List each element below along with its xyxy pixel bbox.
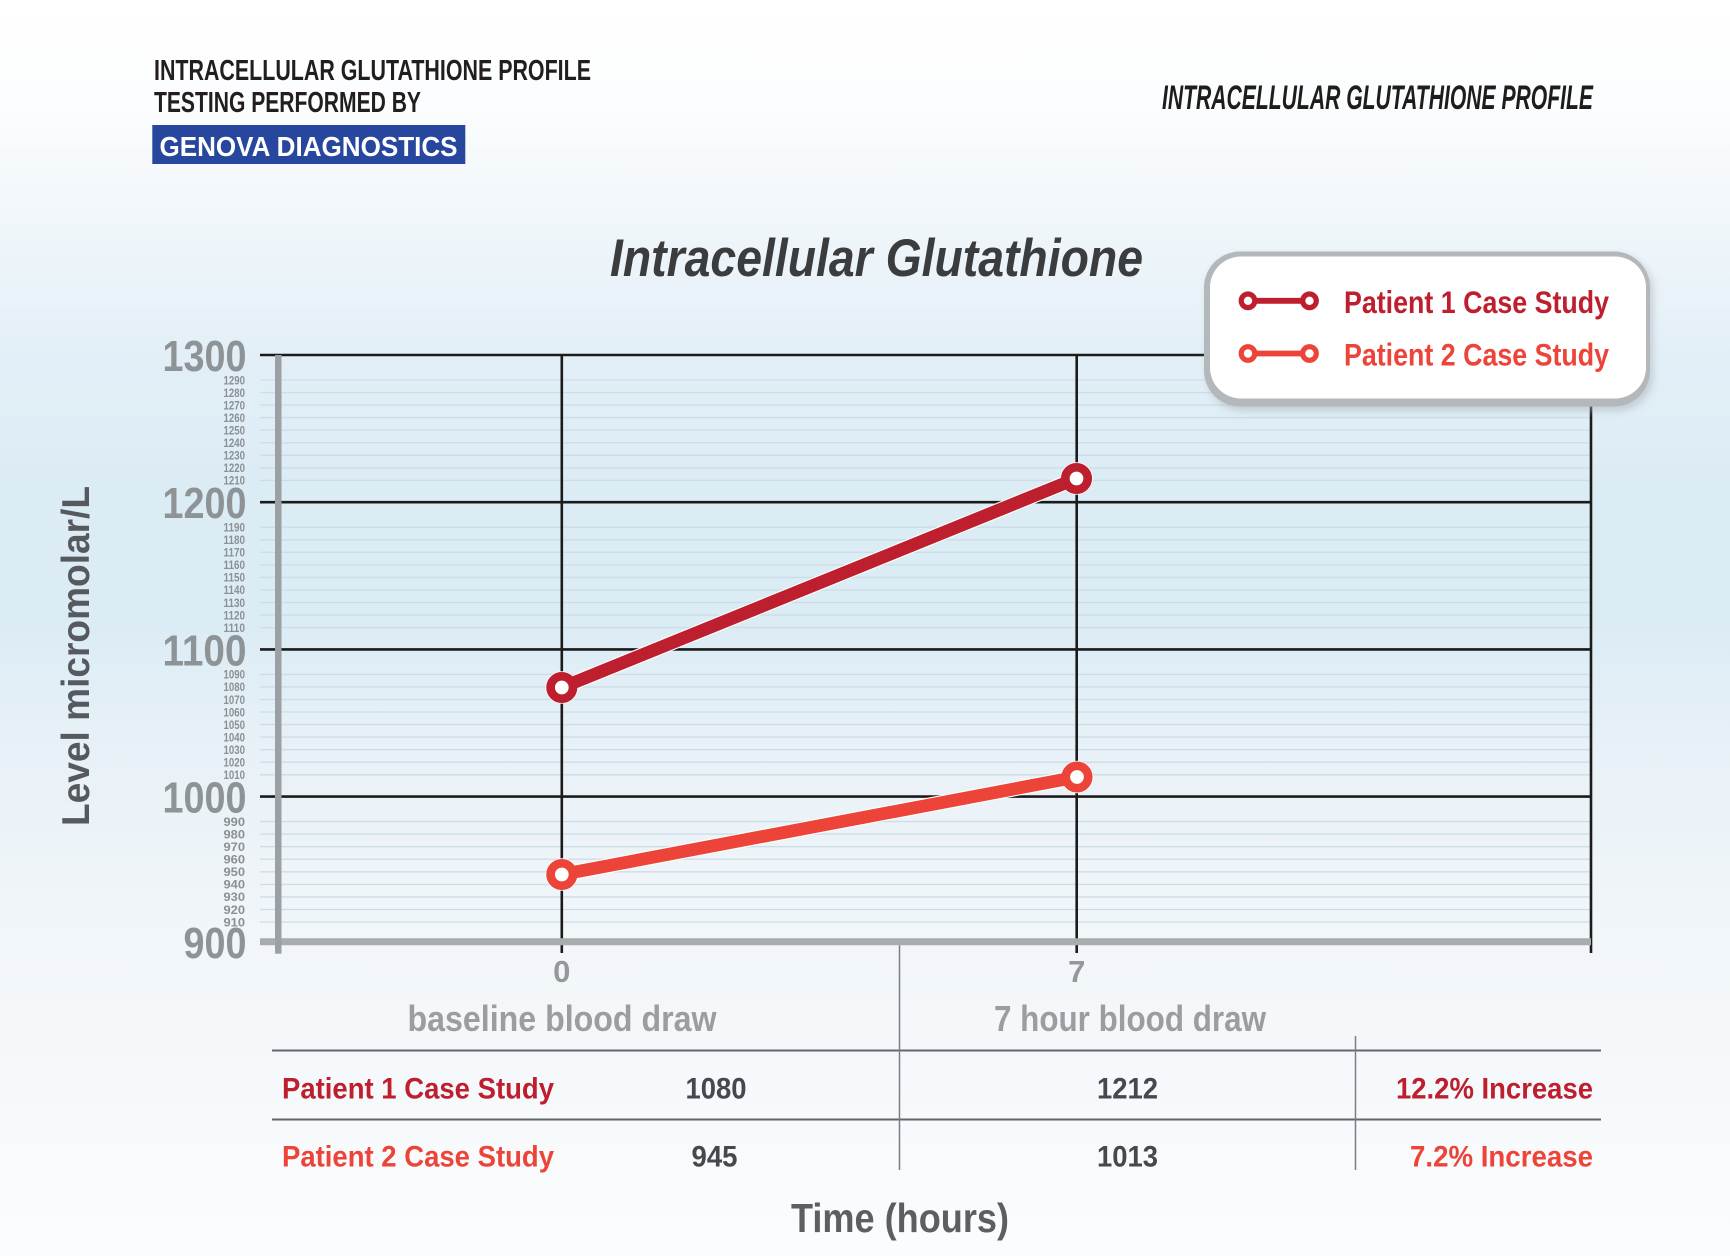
svg-text:1030: 1030 <box>224 745 246 757</box>
svg-text:900: 900 <box>184 919 247 968</box>
svg-text:1100: 1100 <box>163 626 247 675</box>
svg-text:910: 910 <box>224 917 246 929</box>
svg-text:1280: 1280 <box>224 388 246 400</box>
svg-text:1250: 1250 <box>224 426 246 438</box>
svg-text:945: 945 <box>692 1141 738 1174</box>
svg-text:1130: 1130 <box>224 598 246 610</box>
svg-text:1230: 1230 <box>224 451 246 463</box>
svg-text:1080: 1080 <box>224 682 246 694</box>
svg-text:950: 950 <box>224 867 246 879</box>
svg-text:980: 980 <box>224 829 246 841</box>
svg-text:12.2% Increase: 12.2% Increase <box>1396 1073 1593 1106</box>
svg-text:Level micromolar/L: Level micromolar/L <box>55 486 98 826</box>
svg-text:1080: 1080 <box>686 1073 747 1106</box>
svg-text:1020: 1020 <box>224 758 246 770</box>
svg-text:1150: 1150 <box>224 573 246 585</box>
svg-text:0: 0 <box>553 954 570 989</box>
svg-text:7.2% Increase: 7.2% Increase <box>1410 1141 1593 1174</box>
svg-text:970: 970 <box>224 842 246 854</box>
svg-text:940: 940 <box>224 880 246 892</box>
svg-text:Patient 1 Case Study: Patient 1 Case Study <box>1344 284 1609 320</box>
svg-text:930: 930 <box>224 892 246 904</box>
svg-text:920: 920 <box>224 905 246 917</box>
svg-text:Patient 2 Case Study: Patient 2 Case Study <box>282 1141 554 1174</box>
svg-text:7: 7 <box>1068 954 1085 989</box>
svg-text:1260: 1260 <box>224 413 246 425</box>
svg-text:1070: 1070 <box>224 695 246 707</box>
svg-text:INTRACELLULAR GLUTATHIONE PROF: INTRACELLULAR GLUTATHIONE PROFILE <box>1162 79 1594 117</box>
svg-text:1000: 1000 <box>163 774 247 823</box>
svg-text:Patient 1 Case Study: Patient 1 Case Study <box>282 1073 554 1106</box>
svg-text:INTRACELLULAR GLUTATHIONE PROF: INTRACELLULAR GLUTATHIONE PROFILE <box>154 55 591 87</box>
svg-text:1140: 1140 <box>224 585 246 597</box>
svg-text:1220: 1220 <box>224 463 246 475</box>
svg-text:baseline blood draw: baseline blood draw <box>408 998 718 1039</box>
svg-text:1060: 1060 <box>224 707 246 719</box>
svg-text:1212: 1212 <box>1097 1073 1158 1106</box>
svg-text:1090: 1090 <box>224 670 246 682</box>
svg-text:1300: 1300 <box>163 332 247 381</box>
svg-text:1170: 1170 <box>224 548 246 560</box>
svg-text:Intracellular Glutathione: Intracellular Glutathione <box>610 229 1143 288</box>
svg-text:1180: 1180 <box>224 535 246 547</box>
svg-text:7 hour blood draw: 7 hour blood draw <box>994 998 1267 1039</box>
svg-text:1050: 1050 <box>224 720 246 732</box>
svg-text:1290: 1290 <box>224 375 246 387</box>
svg-text:1240: 1240 <box>224 438 246 450</box>
svg-text:Patient 2 Case Study: Patient 2 Case Study <box>1344 337 1609 373</box>
svg-text:1110: 1110 <box>224 623 246 635</box>
svg-text:TESTING PERFORMED BY: TESTING PERFORMED BY <box>154 87 421 119</box>
svg-text:1190: 1190 <box>224 523 246 535</box>
svg-text:1040: 1040 <box>224 732 246 744</box>
svg-text:1200: 1200 <box>163 479 247 528</box>
svg-text:1210: 1210 <box>224 476 246 488</box>
svg-text:1160: 1160 <box>224 560 246 572</box>
svg-text:1013: 1013 <box>1097 1141 1158 1174</box>
svg-text:990: 990 <box>224 817 246 829</box>
svg-text:960: 960 <box>224 855 246 867</box>
svg-text:1120: 1120 <box>224 610 246 622</box>
svg-text:1010: 1010 <box>224 770 246 782</box>
svg-text:Time (hours): Time (hours) <box>791 1195 1009 1241</box>
svg-text:1270: 1270 <box>224 400 246 412</box>
svg-text:GENOVA DIAGNOSTICS: GENOVA DIAGNOSTICS <box>160 131 458 162</box>
